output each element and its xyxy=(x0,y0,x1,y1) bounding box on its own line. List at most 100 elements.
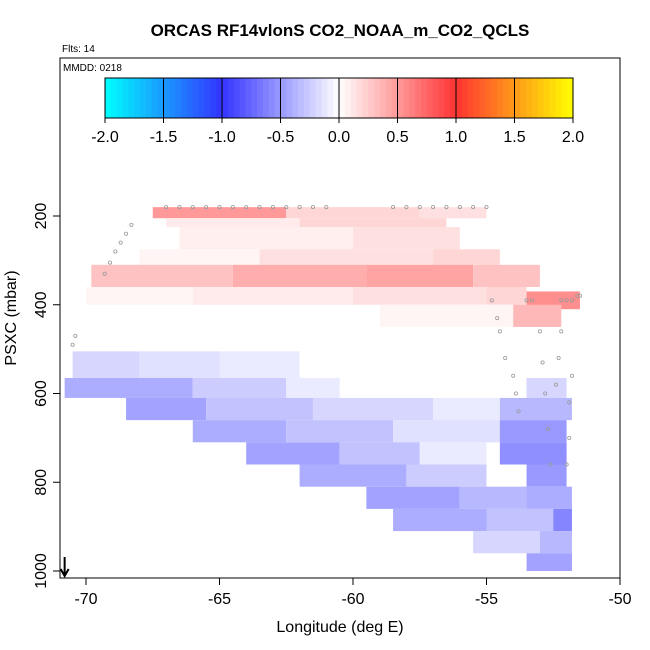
colorbar-swatch-8 xyxy=(151,78,159,118)
heatmap-cell-11 xyxy=(232,264,367,287)
colorbar-swatch-53 xyxy=(415,78,422,118)
heatmap-cell-20 xyxy=(513,304,562,327)
heatmap-cell-25 xyxy=(192,377,287,398)
heatmap-cell-9 xyxy=(433,249,500,265)
track-point-14 xyxy=(244,205,249,210)
heatmap-cell-51 xyxy=(539,531,572,554)
track-point-39 xyxy=(540,360,545,365)
track-point-24 xyxy=(431,205,436,210)
colorbar-tick-label-3: -0.5 xyxy=(267,129,295,146)
x-tick-label-4: -50 xyxy=(608,591,631,608)
colorbar-swatch-61 xyxy=(461,78,469,118)
heatmap-cell-23 xyxy=(219,351,300,378)
heatmap-cell-13 xyxy=(473,264,540,287)
track-point-11 xyxy=(204,205,209,210)
heatmap-cell-49 xyxy=(553,508,572,532)
colorbar-swatch-76 xyxy=(549,78,557,118)
heatmap-cell-30 xyxy=(312,397,434,421)
track-point-0 xyxy=(102,271,107,276)
colorbar-swatch-48 xyxy=(385,78,393,118)
heatmap-cell-50 xyxy=(473,531,540,554)
track-point-37 xyxy=(529,298,534,303)
colorbar-swatch-72 xyxy=(526,78,533,118)
heatmap-cell-6 xyxy=(353,227,460,250)
colorbar-tick-label-7: 1.5 xyxy=(503,129,525,146)
colorbar-swatch-28 xyxy=(268,78,276,118)
heatmap-cell-26 xyxy=(286,377,340,398)
colorbar-swatch-50 xyxy=(397,78,404,118)
colorbar-tick-label-2: -1.0 xyxy=(208,129,236,146)
colorbar-tick-label-0: -2.0 xyxy=(91,129,119,146)
colorbar-swatch-25 xyxy=(251,78,258,118)
heatmap-cell-24 xyxy=(64,377,193,398)
colorbar-swatch-79 xyxy=(567,78,574,118)
colorbar-swatch-29 xyxy=(274,78,282,118)
y-axis-label: PSXC (mbar) xyxy=(3,270,20,365)
heatmap-cell-2 xyxy=(419,207,487,219)
track-point-6 xyxy=(70,342,75,347)
x-axis-label: Longitude (deg E) xyxy=(276,619,403,636)
colorbar-swatch-7 xyxy=(145,78,153,118)
track-point-51 xyxy=(567,400,572,405)
colorbar-swatch-21 xyxy=(227,78,235,118)
track-point-50 xyxy=(553,382,558,387)
heatmap-cell-15 xyxy=(192,287,353,305)
heatmap-cell-14 xyxy=(86,287,193,305)
track-point-15 xyxy=(257,205,262,210)
heatmap-cell-17 xyxy=(486,287,527,305)
colorbar-swatch-19 xyxy=(216,78,223,118)
track-point-18 xyxy=(297,205,302,210)
colorbar-swatch-13 xyxy=(181,78,188,118)
colorbar-swatch-75 xyxy=(543,78,551,118)
track-point-29 xyxy=(489,298,494,303)
colorbar-swatch-15 xyxy=(192,78,200,118)
colorbar-tick-label-4: 0.0 xyxy=(328,129,350,146)
heatmap-cell-52 xyxy=(526,553,572,571)
colorbar-swatch-55 xyxy=(426,78,434,118)
colorbar-swatch-23 xyxy=(239,78,246,118)
colorbar-swatch-54 xyxy=(420,78,428,118)
colorbar-swatch-69 xyxy=(508,78,516,118)
colorbar-swatch-70 xyxy=(514,78,521,118)
track-point-5 xyxy=(129,222,134,227)
colorbar-swatch-17 xyxy=(204,78,211,118)
heatmap-cell-38 xyxy=(339,442,420,465)
track-point-27 xyxy=(471,205,476,210)
heatmap-cell-46 xyxy=(526,486,572,509)
colorbar-swatch-51 xyxy=(403,78,410,118)
colorbar-swatch-45 xyxy=(368,78,375,118)
track-point-36 xyxy=(524,298,529,303)
track-point-54 xyxy=(564,462,569,467)
heatmap-cell-37 xyxy=(246,442,340,465)
y-tick-label-2: 600 xyxy=(33,380,50,407)
colorbar-swatch-27 xyxy=(262,78,270,118)
heatmap-cell-36 xyxy=(499,420,567,443)
track-point-52 xyxy=(569,373,574,378)
flight-track-points xyxy=(70,205,582,467)
colorbar-swatch-18 xyxy=(210,78,217,118)
colorbar-swatch-39 xyxy=(333,78,340,118)
colorbar-swatch-11 xyxy=(169,78,176,118)
y-tick-label-1: 400 xyxy=(33,291,50,318)
colorbar-swatch-41 xyxy=(344,78,352,118)
colorbar-swatch-16 xyxy=(198,78,206,118)
track-point-34 xyxy=(513,391,518,396)
track-point-53 xyxy=(567,435,572,440)
track-point-3 xyxy=(118,240,123,245)
heatmap-cell-32 xyxy=(499,397,572,421)
colorbar-tick-label-1: -1.5 xyxy=(150,129,178,146)
heatmap-cell-39 xyxy=(419,442,487,465)
track-point-2 xyxy=(113,249,118,254)
track-point-28 xyxy=(484,205,489,210)
colorbar-swatch-78 xyxy=(561,78,568,118)
colorbar-tick-label-5: 0.5 xyxy=(386,129,408,146)
track-point-40 xyxy=(543,391,548,396)
date-note: MMDD: 0218 xyxy=(63,63,122,74)
y-axis: 200 400 600 800 1000 xyxy=(33,203,60,589)
track-point-45 xyxy=(569,298,574,303)
y-tick-label-3: 800 xyxy=(33,469,50,496)
colorbar-swatch-44 xyxy=(362,78,369,118)
track-point-31 xyxy=(497,329,502,334)
flights-note: Flts: 14 xyxy=(62,44,95,55)
track-point-48 xyxy=(559,329,564,334)
